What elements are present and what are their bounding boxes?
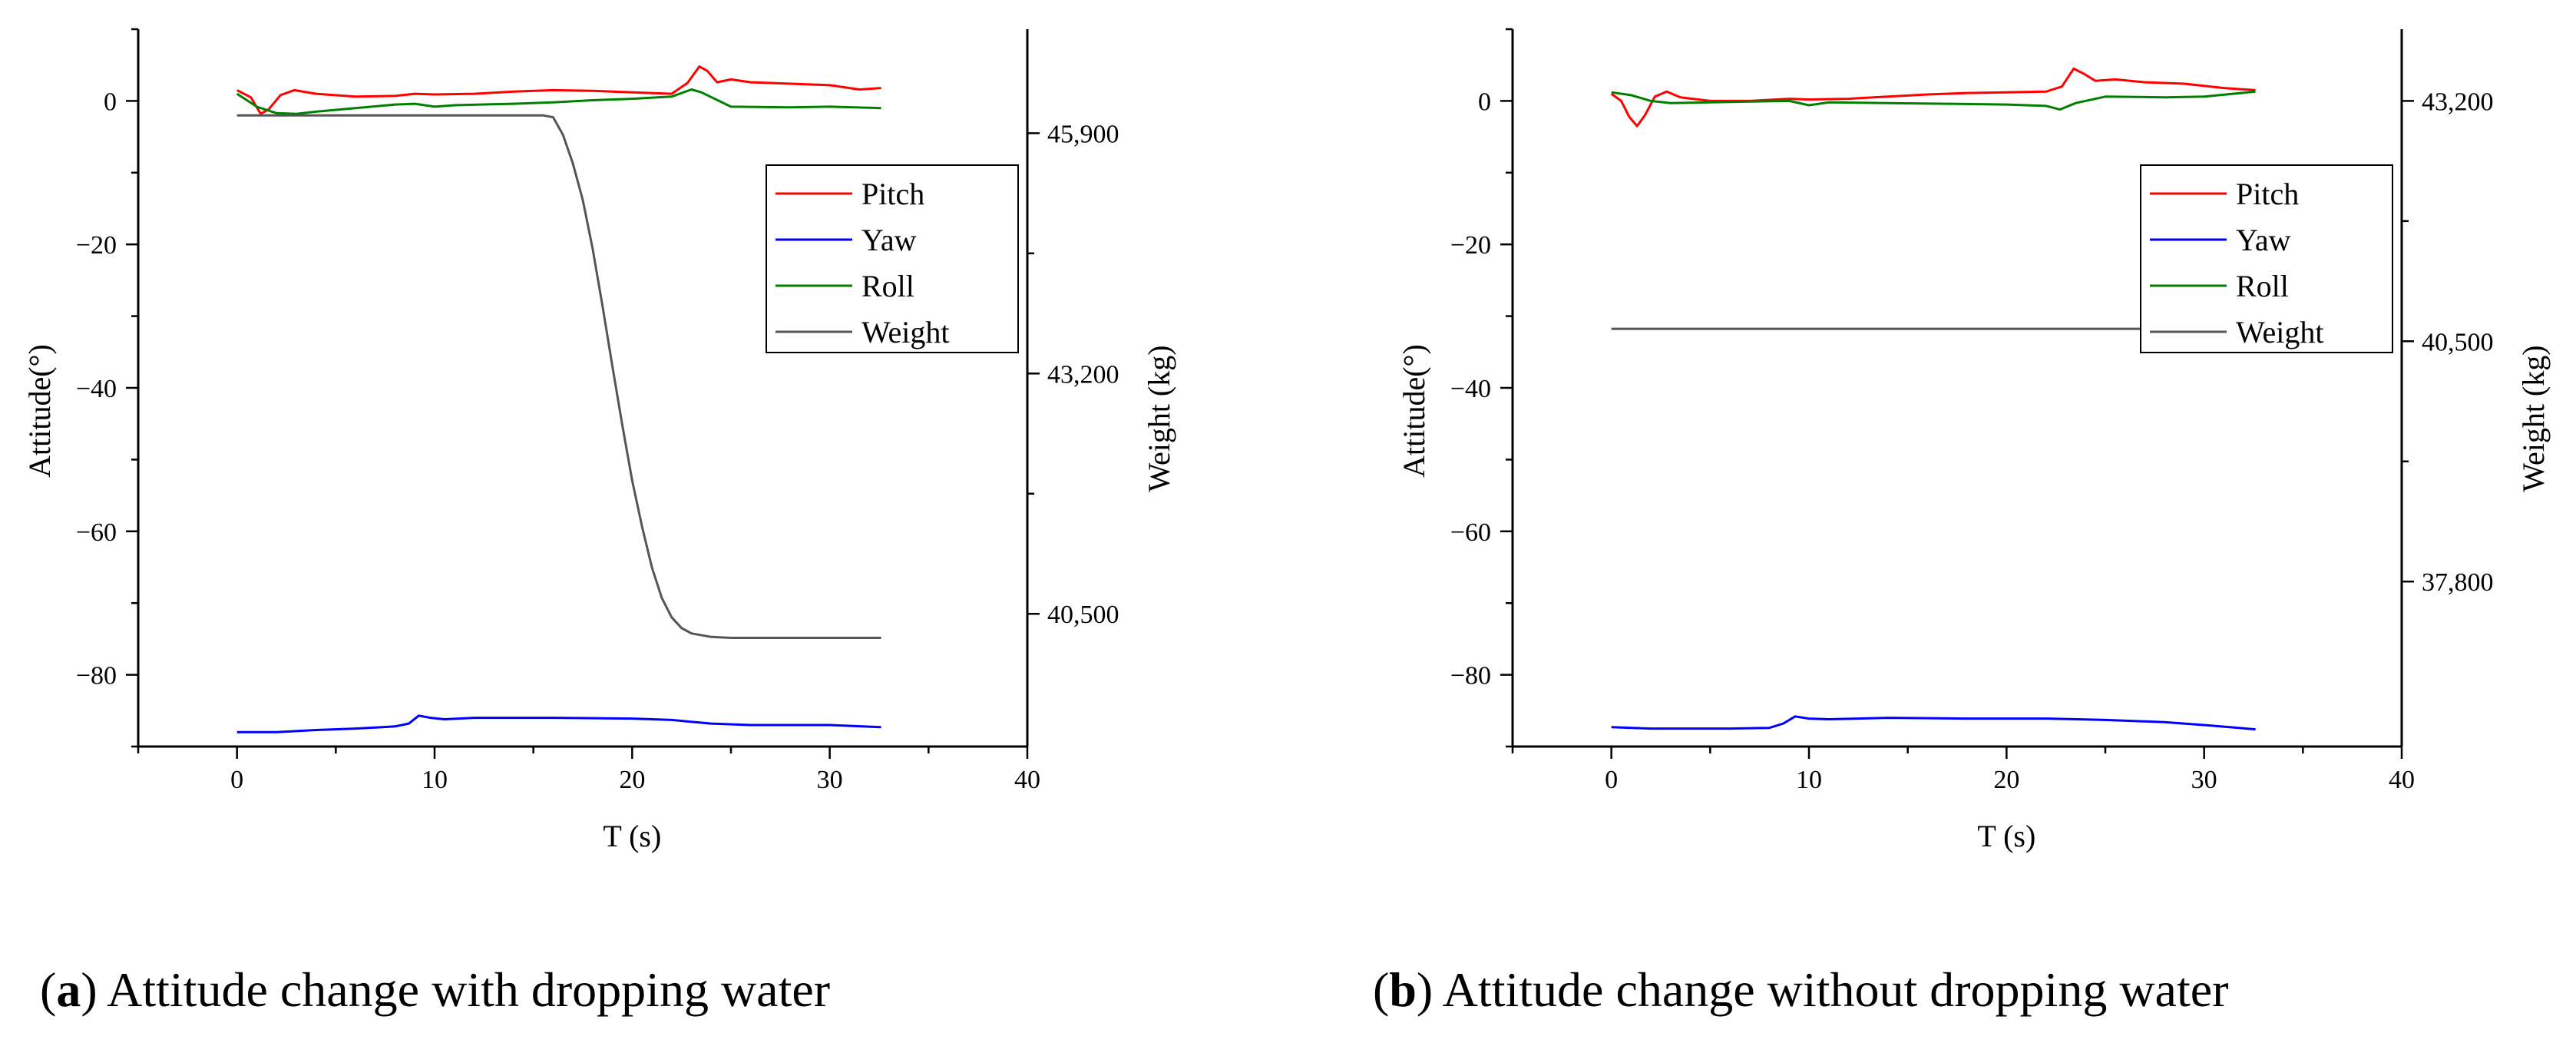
y-axis-label: Attitude(°)	[1397, 344, 1431, 478]
caption-a: (a) Attitude change with dropping water	[40, 962, 831, 1017]
legend-label-roll: Roll	[861, 269, 914, 303]
legend-label-pitch: Pitch	[2236, 177, 2299, 211]
y-tick-label: −40	[1450, 375, 1491, 403]
x-axis-label: T (s)	[603, 819, 661, 853]
y-tick-label: −20	[1450, 231, 1491, 260]
y2-tick-label: 45,900	[1047, 120, 1119, 148]
x-tick-label: 10	[1796, 766, 1822, 794]
y2-axis-label: Weight (kg)	[2516, 345, 2551, 492]
x-tick-label: 30	[2191, 766, 2217, 794]
y-tick-label: 0	[104, 88, 117, 116]
x-tick-label: 20	[619, 766, 645, 794]
caption-a-text: Attitude change with dropping water	[107, 962, 831, 1017]
series-line-roll	[1611, 90, 2256, 111]
chart-panel-b: 0 10 20 30 40 0 −20 −40 −60 −80 43,200 40,500 37,800…	[1397, 28, 2551, 853]
x-tick-label: 40	[2389, 766, 2415, 794]
y-axis-label: Attitude(°)	[22, 344, 57, 478]
caption-a-letter: a	[56, 962, 81, 1017]
legend-label-weight: Weight	[2236, 315, 2324, 349]
caption-b: (b) Attitude change without dropping wat…	[1373, 962, 2229, 1017]
legend-box	[2140, 164, 2393, 353]
y-tick-label: −80	[76, 662, 117, 690]
legend-box	[766, 164, 1019, 353]
caption-b-letter: b	[1389, 962, 1417, 1017]
y-tick-label: −60	[1450, 518, 1491, 547]
y-tick-label: −80	[1450, 662, 1491, 690]
x-tick-label: 40	[1014, 766, 1040, 794]
x-tick-label: 10	[422, 766, 448, 794]
series-line-pitch	[236, 65, 881, 115]
y2-tick-label: 43,200	[1047, 360, 1119, 389]
y-tick-label: −20	[76, 231, 117, 260]
series-line-yaw	[1611, 715, 2256, 731]
legend-label-yaw: Yaw	[861, 223, 917, 257]
x-axis-label: T (s)	[1977, 819, 2035, 853]
legend-label-pitch: Pitch	[861, 177, 924, 211]
legend-label-roll: Roll	[2236, 269, 2289, 303]
caption-b-text: Attitude change without dropping water	[1442, 962, 2229, 1017]
legend-label-yaw: Yaw	[2236, 223, 2291, 257]
y-tick-label: −60	[76, 518, 117, 547]
x-tick-label: 30	[817, 766, 843, 794]
series-line-weight	[236, 114, 881, 639]
y-tick-label: −40	[76, 375, 117, 403]
x-tick-label: 0	[230, 766, 243, 794]
legend-label-weight: Weight	[861, 315, 950, 349]
y2-tick-label: 40,500	[1047, 601, 1119, 629]
y2-tick-label: 40,500	[2422, 328, 2494, 356]
series-line-yaw	[236, 714, 881, 733]
x-tick-label: 0	[1605, 766, 1618, 794]
y-tick-label: 0	[1478, 88, 1491, 116]
series-line-roll	[236, 88, 881, 115]
y2-axis-label: Weight (kg)	[1142, 345, 1176, 492]
y2-tick-label: 43,200	[2422, 88, 2494, 116]
y2-tick-label: 37,800	[2422, 568, 2494, 597]
x-tick-label: 20	[1993, 766, 2019, 794]
chart-panel-a: 0 10 20 30 40 0 −20 −40 −60 −80 45,900 43,200 40,500…	[22, 28, 1176, 853]
series-line-pitch	[1610, 67, 2256, 127]
